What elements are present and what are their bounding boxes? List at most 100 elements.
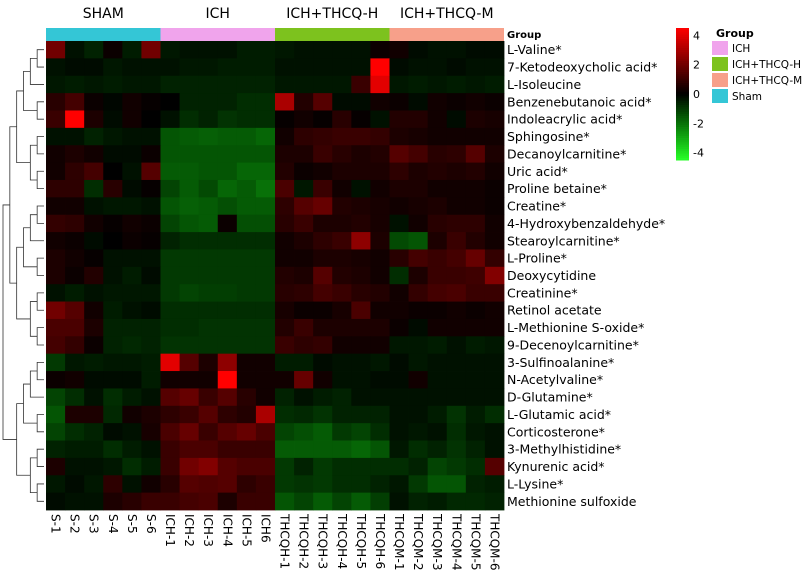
cell-3-methylhistidine-ich6 xyxy=(255,440,276,459)
cell-l-glutamic-acid-s-4 xyxy=(103,405,123,424)
cell-9-decenoylcarnitine-s-2 xyxy=(65,336,85,355)
cell-l-valine-thcqm-6 xyxy=(484,41,505,59)
cell-proline-betaine-thcqh-2 xyxy=(294,179,314,198)
cell-d-glutamine-s-4 xyxy=(103,388,123,407)
row-label-l-glutamic-acid: L-Glutamic acid* xyxy=(507,407,611,422)
dendrogram-branch xyxy=(29,144,38,181)
cell-creatinine-thcqh-5 xyxy=(351,284,371,302)
cell-l-glutamic-acid-thcqm-3 xyxy=(427,405,448,424)
cell-n-acetylvaline-thcqm-5 xyxy=(465,371,486,389)
cell-deoxycytidine-thcqh-3 xyxy=(313,266,333,285)
column-label-s-4: S-4 xyxy=(106,514,120,534)
colorbar-segment xyxy=(676,61,689,64)
cell-9-decenoylcarnitine-s-5 xyxy=(122,336,142,355)
cell-l-glutamic-acid-s-2 xyxy=(65,405,85,424)
row-label-4-hydroxybenzaldehyde: 4-Hydroxybenzaldehyde* xyxy=(507,216,665,231)
cell-l-isoleucine-thcqm-1 xyxy=(389,75,409,94)
cell-3-sulfinoalanine-ich-4 xyxy=(217,353,238,372)
column-labels: S-1 S-2 S-3 S-4 S-5 S-6 ICH-1 ICH-2 ICH-3 ICH-4 IC… xyxy=(49,513,502,571)
cell-l-isoleucine-s-3 xyxy=(84,75,104,94)
row-label-3-sulfinoalanine: 3-Sulfinoalanine* xyxy=(507,355,614,370)
cell-benzenebutanoic-acid-s-2 xyxy=(65,93,85,111)
cell-d-glutamine-s-6 xyxy=(141,388,161,407)
cell-creatinine-ich-2 xyxy=(179,284,200,302)
group-color-bar: Group xyxy=(46,28,541,41)
cell-creatine-thcqm-6 xyxy=(484,197,505,216)
cell-retinol-acetate-thcqm-4 xyxy=(446,301,467,320)
cell-corticosterone-thcqh-3 xyxy=(313,423,333,441)
cell-sphingosine-thcqh-5 xyxy=(351,127,371,146)
cell-l-isoleucine-s-6 xyxy=(141,75,161,94)
cell-l-lysine-thcqh-6 xyxy=(370,475,390,494)
cell-retinol-acetate-s-4 xyxy=(103,301,123,320)
cell-n-acetylvaline-thcqm-6 xyxy=(484,371,505,389)
cell-kynurenic-acid-ich-2 xyxy=(179,457,200,476)
cell-kynurenic-acid-thcqh-1 xyxy=(275,457,295,476)
cell-n-acetylvaline-ich-3 xyxy=(198,371,219,389)
cell-9-decenoylcarnitine-ich-4 xyxy=(217,336,238,355)
cell-benzenebutanoic-acid-s-5 xyxy=(122,93,142,111)
cell-l-glutamic-acid-ich-4 xyxy=(217,405,238,424)
column-label-thcqm-3: THCQM-3 xyxy=(430,513,444,571)
column-label-s-2: S-2 xyxy=(68,514,82,534)
colorbar-segment xyxy=(676,107,689,110)
cell-corticosterone-thcqm-2 xyxy=(408,423,429,441)
cell-indoleacrylic-acid-thcqm-3 xyxy=(427,110,448,129)
cell-decanoylcarnitine-ich-4 xyxy=(217,145,238,163)
colorbar-segment xyxy=(676,124,689,128)
cell-indoleacrylic-acid-thcqm-4 xyxy=(446,110,467,129)
cell-retinol-acetate-ich-2 xyxy=(179,301,200,320)
cell-deoxycytidine-thcqm-6 xyxy=(484,266,505,285)
cell-9-decenoylcarnitine-ich-5 xyxy=(236,336,257,355)
cell-l-isoleucine-s-5 xyxy=(122,75,142,94)
cell-kynurenic-acid-ich6 xyxy=(255,457,276,476)
colorbar-segment xyxy=(676,78,689,82)
cell-n-acetylvaline-thcqm-2 xyxy=(408,371,429,389)
cell-methionine-sulfoxide-thcqm-1 xyxy=(389,492,409,511)
cell-l-glutamic-acid-thcqh-6 xyxy=(370,405,390,424)
cell-decanoylcarnitine-ich6 xyxy=(255,145,276,163)
cell-7-ketodeoxycholic-acid-thcqm-4 xyxy=(446,58,467,77)
cell-n-acetylvaline-thcqh-6 xyxy=(370,371,390,389)
cell-proline-betaine-ich-5 xyxy=(236,179,257,198)
cell-creatinine-thcqh-2 xyxy=(294,284,314,302)
row-label-d-glutamine: D-Glutamine* xyxy=(507,390,593,405)
cell-decanoylcarnitine-thcqm-1 xyxy=(389,145,409,163)
cell-l-valine-thcqm-3 xyxy=(427,41,448,59)
cell-7-ketodeoxycholic-acid-ich-4 xyxy=(217,58,238,77)
cell-n-acetylvaline-ich-4 xyxy=(217,371,238,389)
colorbar-segment xyxy=(676,144,689,148)
cell-indoleacrylic-acid-s-2 xyxy=(65,110,85,129)
cell-l-methionine-s-oxide-thcqm-1 xyxy=(389,318,409,337)
dendrogram-branch xyxy=(36,483,44,502)
cell-l-methionine-s-oxide-ich-1 xyxy=(160,318,180,337)
cell-benzenebutanoic-acid-thcqm-6 xyxy=(484,93,505,111)
colorbar-segment xyxy=(676,52,689,55)
cell-l-glutamic-acid-thcqh-5 xyxy=(351,405,371,424)
colorbar-segment xyxy=(676,131,689,135)
cell-proline-betaine-thcqm-3 xyxy=(427,179,448,198)
cell-proline-betaine-ich-3 xyxy=(198,179,219,198)
cell-l-lysine-s-1 xyxy=(46,475,66,494)
cell-l-glutamic-acid-ich-1 xyxy=(160,405,180,424)
cell-proline-betaine-s-4 xyxy=(103,179,123,198)
cell-kynurenic-acid-ich-3 xyxy=(198,457,219,476)
cell-creatine-s-3 xyxy=(84,197,104,216)
cell-methionine-sulfoxide-thcqm-2 xyxy=(408,492,429,511)
cell-benzenebutanoic-acid-ich-5 xyxy=(236,93,257,111)
cell-7-ketodeoxycholic-acid-ich-1 xyxy=(160,58,180,77)
cell-uric-acid-thcqh-3 xyxy=(313,162,333,181)
cell-7-ketodeoxycholic-acid-ich6 xyxy=(255,58,276,77)
cell-l-valine-ich-3 xyxy=(198,41,219,59)
colorbar-segment xyxy=(676,34,689,38)
cell-proline-betaine-s-1 xyxy=(46,179,66,198)
cell-3-sulfinoalanine-thcqm-1 xyxy=(389,353,409,372)
cell-sphingosine-thcqm-4 xyxy=(446,127,467,146)
cell-benzenebutanoic-acid-ich6 xyxy=(255,93,276,111)
cell-l-isoleucine-s-2 xyxy=(65,75,85,94)
colorbar-segment xyxy=(676,142,689,146)
row-label-deoxycytidine: Deoxycytidine xyxy=(507,268,596,283)
cell-creatinine-thcqm-1 xyxy=(389,284,409,302)
cell-stearoylcarnitine-s-2 xyxy=(65,232,85,250)
cell-sphingosine-s-5 xyxy=(122,127,142,146)
